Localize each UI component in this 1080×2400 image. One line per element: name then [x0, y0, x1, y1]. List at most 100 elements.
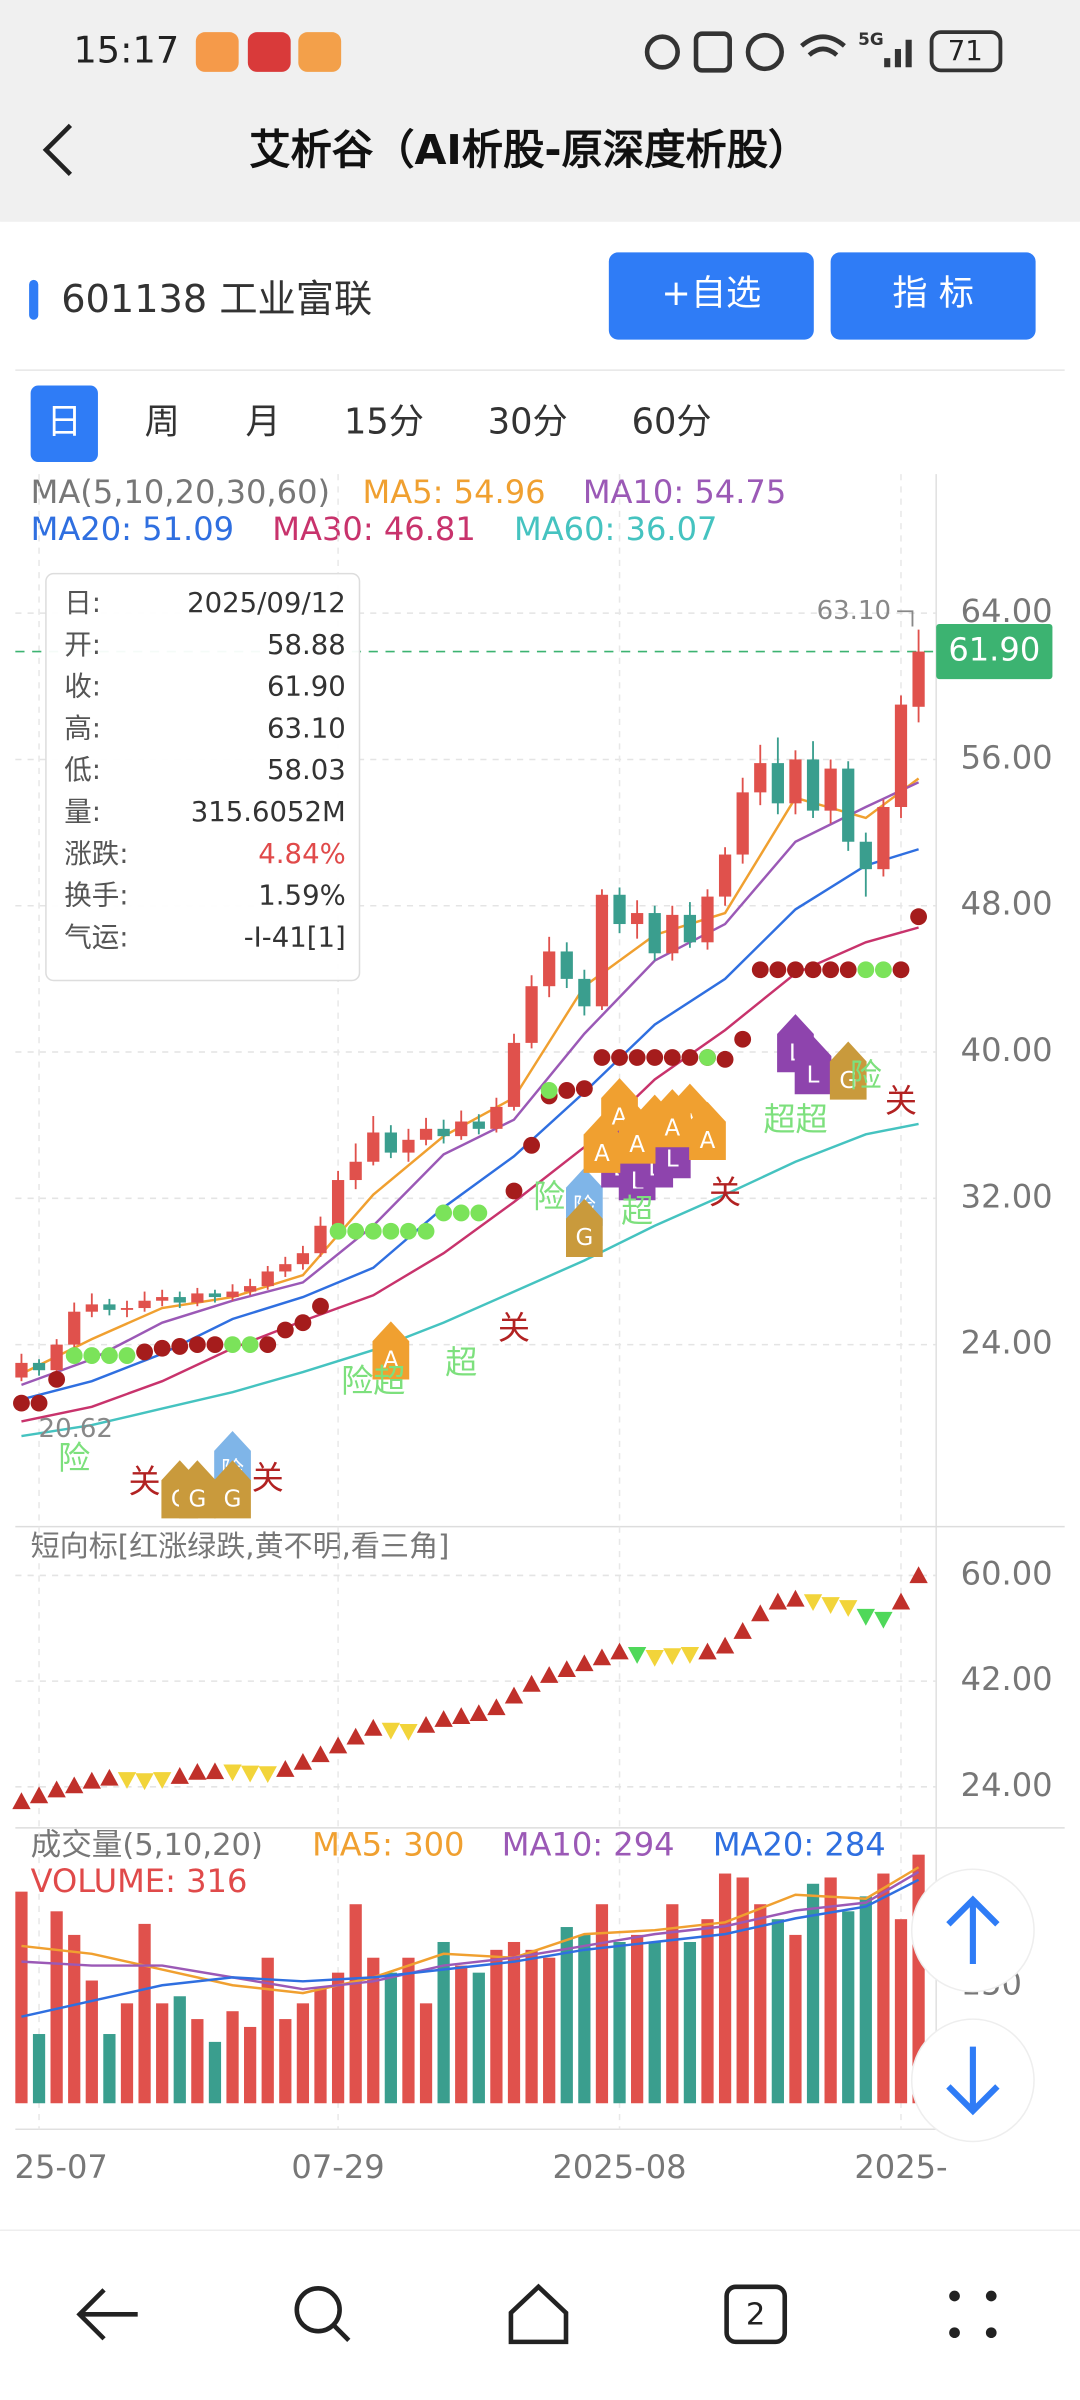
add-watchlist-button[interactable]	[608, 252, 814, 340]
menu-dot	[949, 2290, 960, 2302]
signal-dot	[276, 1321, 294, 1339]
candle-body	[507, 1042, 521, 1107]
candle-body	[718, 854, 732, 897]
trend-triangle	[522, 1674, 541, 1692]
candle-body	[595, 894, 609, 1007]
nav-bar	[0, 2230, 1080, 2400]
volume-bar	[32, 2034, 46, 2104]
trend-triangle	[117, 1772, 137, 1789]
trend-triangle	[364, 1718, 383, 1736]
trend-triangle	[821, 1597, 840, 1614]
candle-body	[806, 759, 820, 811]
candle-body	[85, 1304, 98, 1312]
trend-triangle	[240, 1765, 260, 1783]
signal-dot	[153, 1339, 171, 1357]
badge-letter: G	[224, 1487, 242, 1513]
trend-triangle	[627, 1647, 647, 1664]
trend-triangle	[663, 1648, 682, 1666]
nav-menu[interactable]	[949, 2290, 997, 2339]
signal-text: 险	[850, 1057, 882, 1095]
signal-dot	[822, 961, 840, 979]
tab[interactable]: 月	[246, 402, 281, 443]
tooltip: 日: 2025/09/12 开: 58.88 收: 61.90 高: 63.10 低: 58.03…	[45, 572, 361, 982]
signal-dot	[452, 1204, 470, 1222]
tab[interactable]: 15分	[344, 402, 424, 443]
signal-dot	[188, 1336, 206, 1354]
stock-name: 601138 工业富联	[61, 278, 372, 322]
signal-dot	[681, 1049, 699, 1066]
alarm-icon	[745, 32, 784, 72]
nav-tabs[interactable]	[724, 2284, 788, 2345]
tab[interactable]: 周	[145, 402, 180, 443]
signal-badge	[653, 1089, 691, 1148]
candle-body	[261, 1271, 274, 1287]
signal-dot	[435, 1204, 453, 1222]
signal-dot	[910, 908, 927, 926]
high-arrow	[897, 610, 914, 627]
signal-dot	[400, 1222, 417, 1240]
app-icon	[247, 32, 291, 72]
signal-dot	[540, 1082, 558, 1099]
signal-dot	[206, 1336, 224, 1354]
nav-back[interactable]	[76, 2288, 138, 2341]
signal-dot	[839, 961, 857, 979]
signal-text: 险超	[341, 1362, 405, 1400]
trend-triangle	[540, 1666, 559, 1683]
candle-body	[314, 1225, 327, 1254]
volume-bar	[754, 1904, 767, 2104]
ma-line	[21, 1122, 919, 1438]
header-title: 艾析谷（AI析股-原深度析股）	[249, 126, 809, 174]
tab[interactable]: 日	[47, 402, 82, 443]
signal-dot	[804, 961, 822, 979]
nav-home[interactable]	[508, 2283, 569, 2345]
volume-bar	[296, 2003, 310, 2104]
candle-body	[384, 1132, 397, 1153]
tab[interactable]: 30分	[488, 402, 568, 443]
tab-selected[interactable]	[30, 385, 98, 462]
trend-triangle	[276, 1760, 295, 1777]
tooltip-label: 日:	[64, 587, 101, 619]
search-circle	[294, 2286, 342, 2334]
signal-text: 关	[885, 1082, 917, 1120]
volume-bar	[683, 1941, 697, 2104]
signal-badge	[689, 1101, 726, 1161]
badge-letter: G	[575, 1225, 593, 1251]
candle-body	[208, 1293, 222, 1298]
trend-triangle	[698, 1642, 717, 1660]
candle-body	[437, 1128, 450, 1137]
signal-dot	[892, 961, 910, 979]
y-tick-label: 24.00	[961, 1324, 1053, 1362]
trend-triangle	[293, 1752, 313, 1770]
ma-legend: MA10: 54.75	[583, 473, 786, 511]
trend-triangle	[416, 1715, 436, 1733]
tab[interactable]: 60分	[632, 402, 712, 443]
volume-bar	[437, 1941, 450, 2104]
y-tick-label: 48.00	[961, 885, 1053, 923]
volume-bar	[208, 2041, 222, 2104]
candle-body	[789, 759, 802, 804]
signal-dot	[13, 1394, 30, 1412]
signal-dot	[699, 1049, 716, 1066]
candle-body	[631, 913, 644, 925]
candle-body	[736, 792, 749, 855]
nav-search[interactable]	[294, 2286, 351, 2342]
candle-body	[648, 913, 661, 954]
volume-bar	[103, 2034, 116, 2104]
candle-body	[367, 1132, 380, 1162]
badge-letter: A	[594, 1141, 610, 1167]
volume-bar	[50, 1911, 63, 2104]
signal-dot	[259, 1336, 277, 1354]
candle-body	[68, 1311, 81, 1345]
last-price-label: 61.90	[948, 631, 1040, 669]
indicator-button[interactable]	[830, 252, 1036, 340]
back-button[interactable]	[42, 123, 73, 177]
volume-bar	[578, 1934, 591, 2104]
volume-bar	[894, 1919, 908, 2104]
signal-text: 关	[709, 1174, 741, 1212]
candle-body	[543, 951, 556, 987]
candle-body	[138, 1300, 151, 1309]
signal-dot	[65, 1347, 83, 1364]
candle-body	[173, 1297, 186, 1303]
volume-bar	[718, 1873, 732, 2104]
volume-bar	[402, 1957, 415, 2104]
